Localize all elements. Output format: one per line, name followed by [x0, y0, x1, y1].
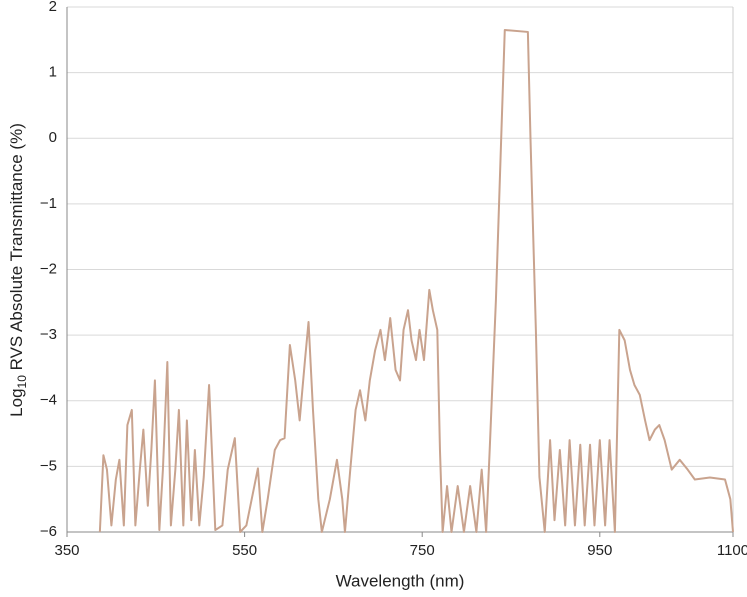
y-tick-label: 1: [49, 64, 57, 81]
y-tick-label: 0: [49, 129, 57, 146]
x-tick-label: 1100: [717, 542, 747, 559]
x-tick-label: 350: [54, 542, 79, 559]
y-tick-label: −3: [40, 326, 57, 343]
y-tick-label: −1: [40, 195, 57, 212]
x-tick-label: 750: [410, 542, 435, 559]
x-tick-label: 950: [587, 542, 612, 559]
data-line: [98, 28, 734, 533]
x-axis-title: Wavelength (nm): [336, 571, 465, 590]
y-tick-label: −5: [40, 457, 57, 474]
y-tick-label: −4: [40, 392, 57, 409]
y-axis-title: Log10 RVS Absolute Transmittance (%): [7, 123, 29, 417]
y-axis-title-prefix: Log: [7, 388, 26, 416]
y-tick-label: 2: [49, 0, 57, 15]
x-tick-label: 550: [232, 542, 257, 559]
y-axis-title-subscript: 10: [15, 375, 29, 389]
y-axis-title-rest: RVS Absolute Transmittance (%): [7, 123, 26, 375]
y-tick-label: −2: [40, 260, 57, 277]
y-tick-label: −6: [40, 523, 57, 540]
